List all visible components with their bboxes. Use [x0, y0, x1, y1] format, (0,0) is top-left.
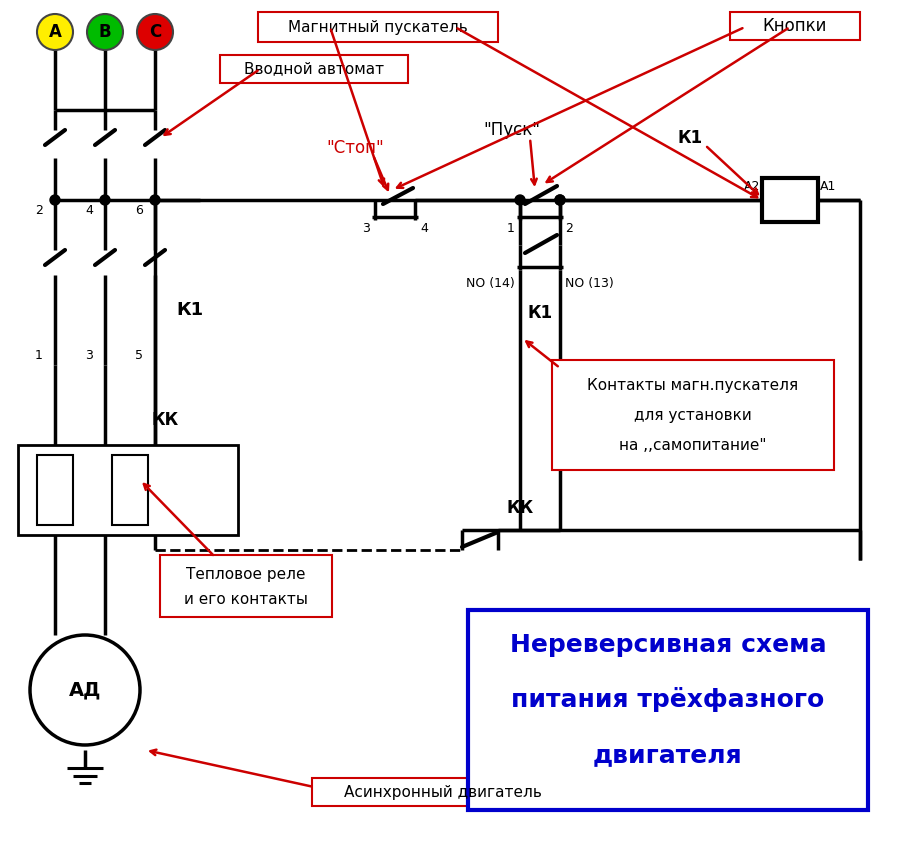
Text: C: C [149, 23, 161, 41]
Bar [762, 178, 818, 222]
Circle shape [137, 14, 173, 50]
Text: A: A [48, 23, 62, 41]
Bar [160, 555, 332, 617]
Text: Вводной автомат: Вводной автомат [244, 62, 384, 76]
Circle shape [50, 195, 60, 205]
Bar [552, 360, 834, 470]
Text: питания трёхфазного: питания трёхфазного [511, 688, 824, 713]
Circle shape [150, 195, 160, 205]
Text: К1: К1 [528, 304, 552, 322]
Text: двигателя: двигателя [593, 743, 743, 767]
Text: NO (14): NO (14) [466, 277, 515, 290]
Text: 4: 4 [420, 221, 428, 234]
Text: "Пуск": "Пуск" [483, 121, 541, 139]
Text: 2: 2 [35, 204, 43, 217]
Text: Тепловое реле: Тепловое реле [187, 566, 306, 582]
Text: Нереверсивная схема: Нереверсивная схема [510, 633, 826, 657]
Bar [468, 610, 868, 810]
Text: АД: АД [69, 681, 101, 700]
Text: B: B [98, 23, 111, 41]
Text: К1: К1 [177, 301, 204, 319]
Circle shape [30, 635, 140, 745]
Circle shape [87, 14, 123, 50]
Bar [37, 455, 73, 525]
Text: Контакты магн.пускателя: Контакты магн.пускателя [588, 377, 799, 393]
Bar [220, 55, 408, 83]
Circle shape [555, 195, 565, 205]
Text: и его контакты: и его контакты [184, 592, 308, 608]
Text: 6: 6 [135, 204, 143, 217]
Bar [312, 778, 574, 806]
Text: на ,,самопитание": на ,,самопитание" [619, 438, 767, 453]
Bar [258, 12, 498, 42]
Circle shape [515, 195, 525, 205]
Text: 5: 5 [135, 349, 143, 362]
Text: Кнопки: Кнопки [763, 17, 827, 35]
Text: 1: 1 [507, 221, 515, 234]
Bar [112, 455, 148, 525]
Circle shape [555, 195, 565, 205]
Circle shape [37, 14, 73, 50]
Text: для установки: для установки [634, 407, 752, 422]
Bar [18, 445, 238, 535]
Text: Асинхронный двигатель: Асинхронный двигатель [344, 785, 542, 799]
Text: 2: 2 [565, 221, 573, 234]
Text: A2: A2 [743, 179, 760, 192]
Text: 3: 3 [86, 349, 93, 362]
Bar [730, 12, 860, 40]
Text: КК: КК [506, 499, 533, 517]
Text: "Стоп": "Стоп" [326, 139, 384, 157]
Text: 1: 1 [35, 349, 43, 362]
Text: A1: A1 [820, 179, 836, 192]
Circle shape [100, 195, 110, 205]
Text: Магнитный пускатель: Магнитный пускатель [288, 19, 468, 35]
Text: К1: К1 [677, 129, 703, 147]
Text: 4: 4 [86, 204, 93, 217]
Text: КК: КК [151, 411, 178, 429]
Text: NO (13): NO (13) [565, 277, 613, 290]
Text: 3: 3 [362, 221, 370, 234]
